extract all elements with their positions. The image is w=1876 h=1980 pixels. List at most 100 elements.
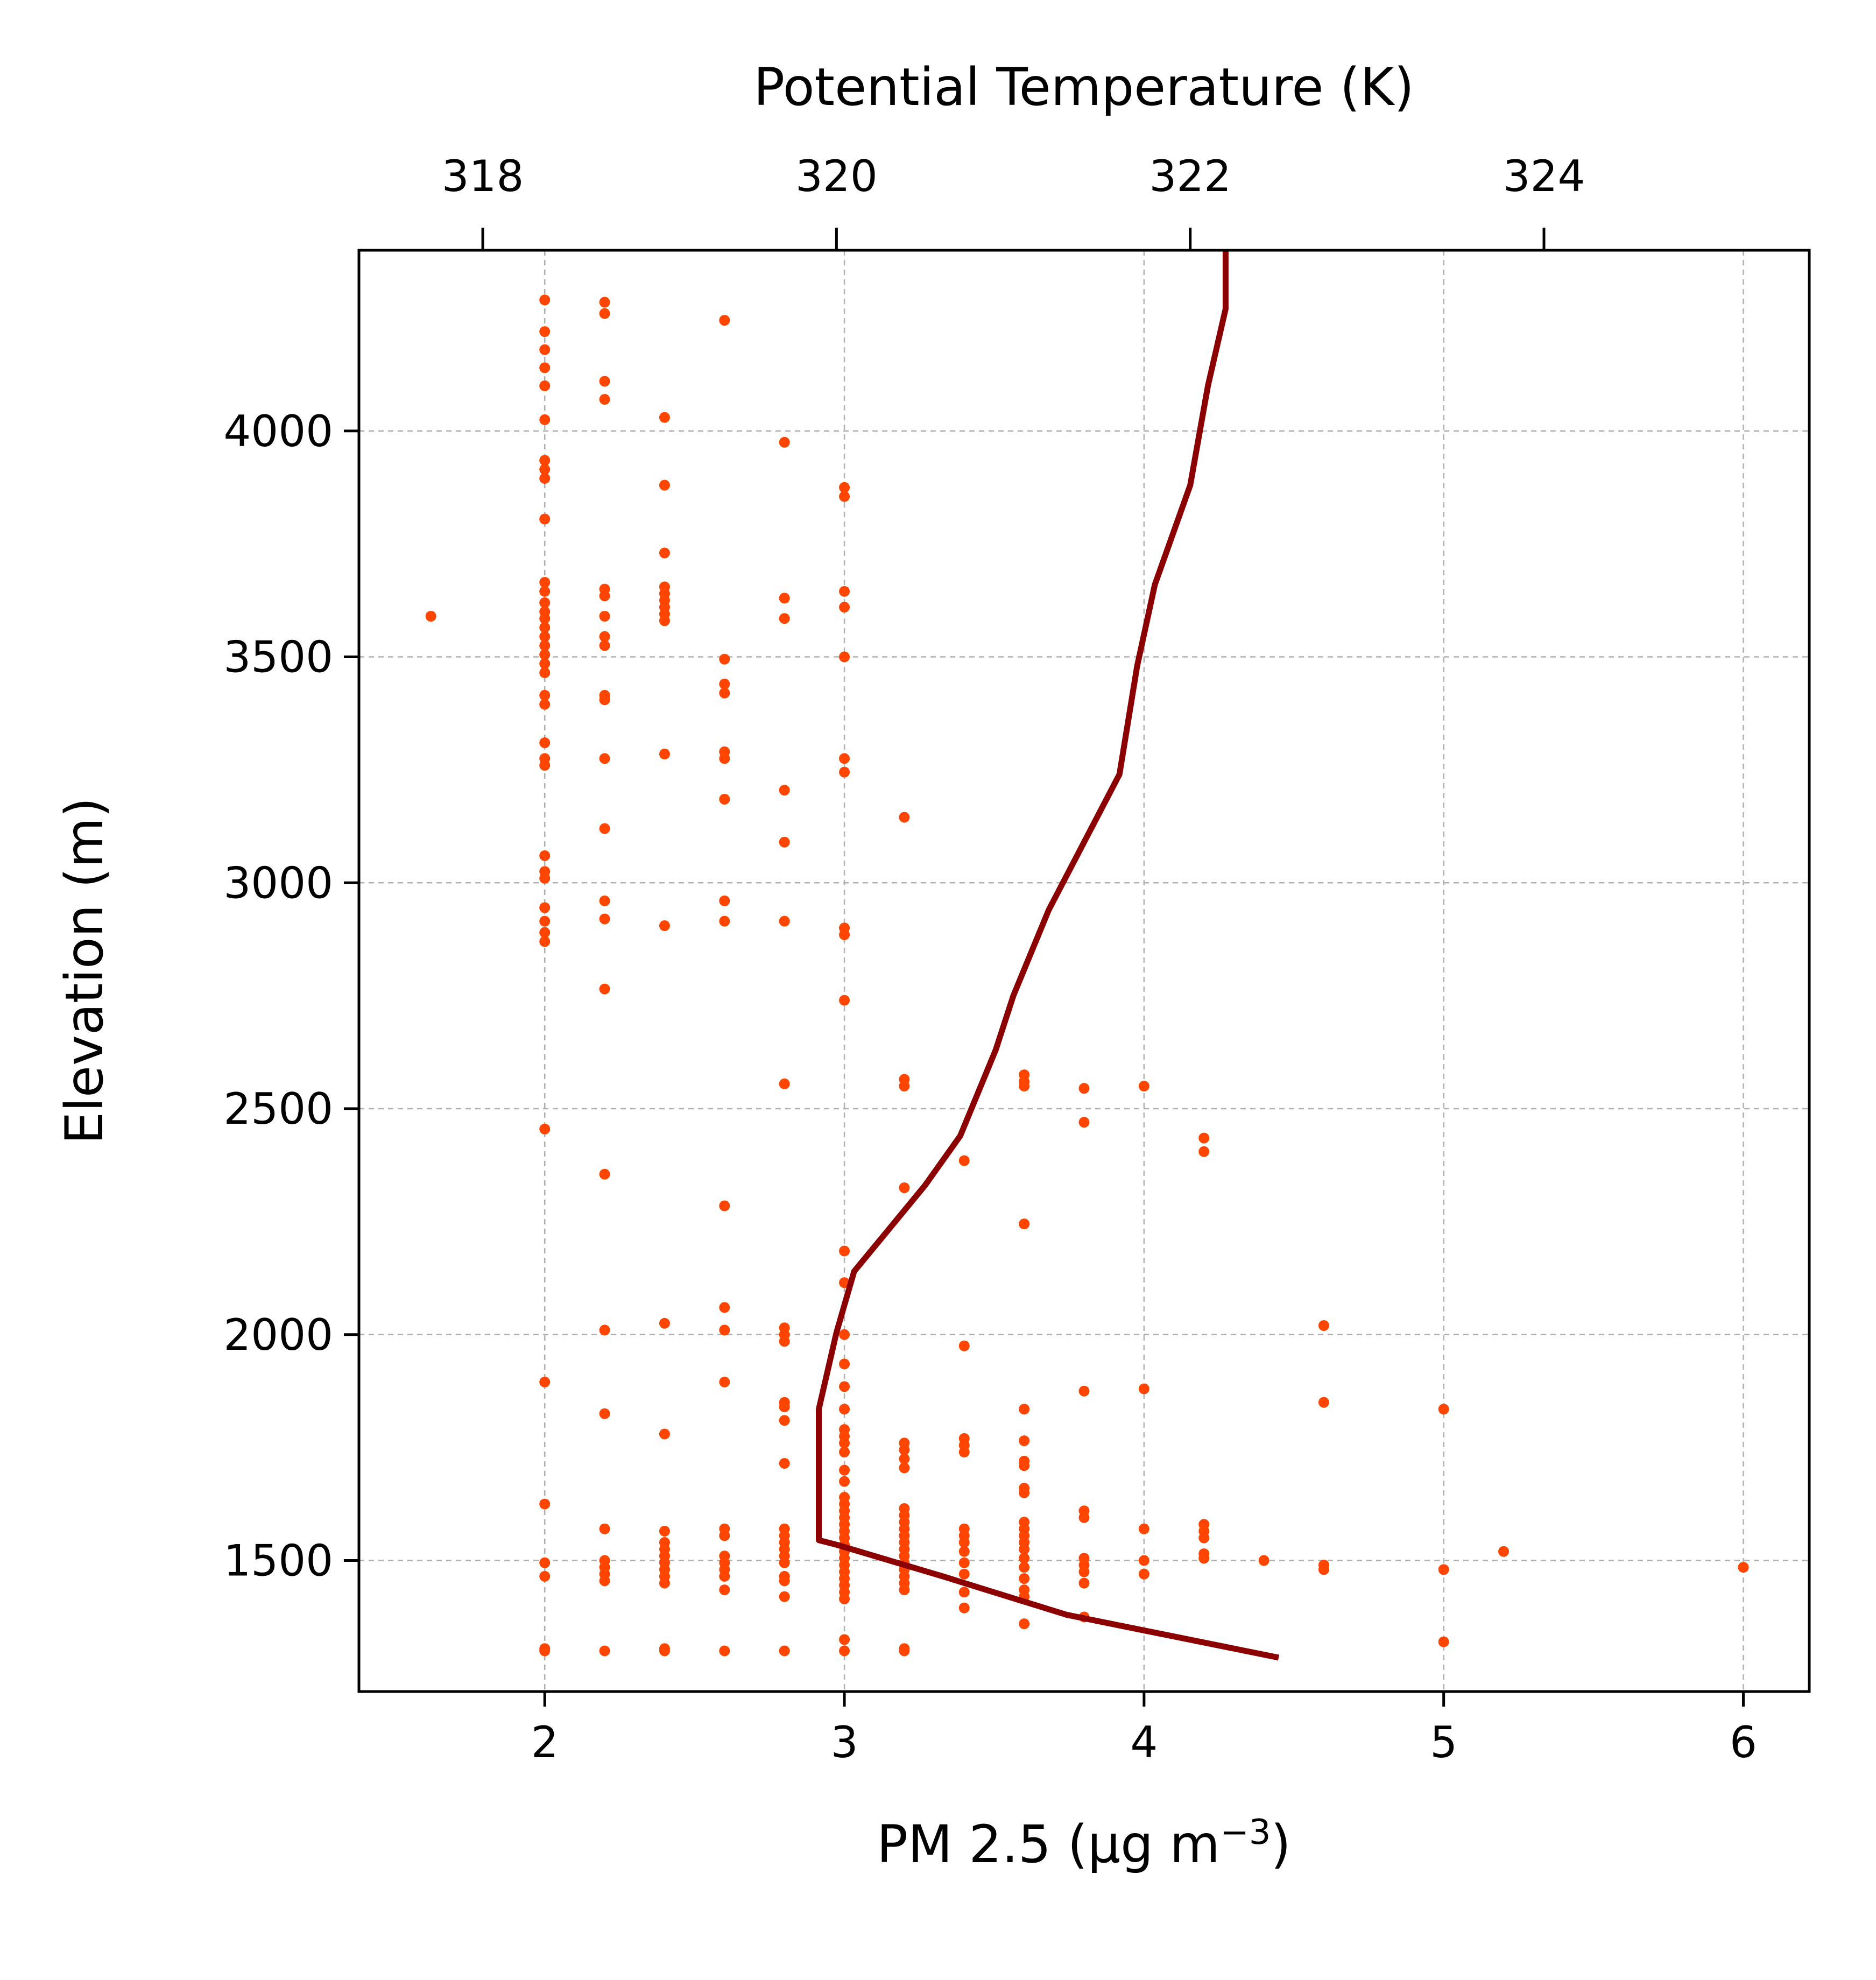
data-point bbox=[779, 836, 790, 848]
data-point bbox=[1019, 1562, 1030, 1573]
data-point bbox=[839, 1329, 850, 1340]
data-point bbox=[599, 1408, 610, 1419]
data-point bbox=[719, 1530, 730, 1541]
data-point bbox=[599, 631, 610, 642]
data-point bbox=[839, 1438, 850, 1449]
data-point bbox=[839, 766, 850, 778]
data-point bbox=[719, 1584, 730, 1596]
data-point bbox=[1198, 1132, 1210, 1144]
data-point bbox=[599, 1523, 610, 1534]
data-point bbox=[539, 872, 551, 884]
x2-tick-label: 322 bbox=[1149, 151, 1231, 201]
data-point bbox=[899, 1462, 910, 1474]
data-point bbox=[539, 699, 551, 710]
data-point bbox=[425, 610, 436, 622]
data-point bbox=[899, 1081, 910, 1092]
data-point bbox=[659, 480, 670, 491]
data-point bbox=[719, 1200, 730, 1211]
data-point bbox=[1198, 1532, 1210, 1544]
data-point bbox=[1258, 1555, 1270, 1566]
data-point bbox=[539, 640, 551, 651]
data-point bbox=[899, 1182, 910, 1193]
data-point bbox=[719, 315, 730, 326]
data-point bbox=[1019, 1553, 1030, 1564]
data-point bbox=[1019, 1404, 1030, 1415]
data-point bbox=[1138, 1081, 1149, 1092]
data-point bbox=[1138, 1568, 1149, 1580]
x2-axis-label: Potential Temperature (K) bbox=[753, 57, 1414, 117]
data-point bbox=[1078, 1566, 1090, 1577]
data-point bbox=[599, 590, 610, 602]
data-point bbox=[719, 1376, 730, 1387]
data-point bbox=[659, 1577, 670, 1589]
data-point bbox=[958, 1546, 970, 1557]
data-point bbox=[659, 749, 670, 760]
x-tick-label: 6 bbox=[1730, 1717, 1757, 1767]
data-point bbox=[599, 297, 610, 308]
data-point bbox=[899, 1645, 910, 1657]
data-point bbox=[539, 658, 551, 670]
data-point bbox=[779, 785, 790, 796]
data-point bbox=[659, 1645, 670, 1657]
data-point bbox=[839, 602, 850, 613]
data-point bbox=[659, 412, 670, 423]
data-point bbox=[599, 694, 610, 706]
data-point bbox=[659, 615, 670, 626]
data-point bbox=[539, 622, 551, 633]
data-point bbox=[1318, 1564, 1329, 1575]
y-axis-label: Elevation (m) bbox=[54, 798, 115, 1145]
data-point bbox=[539, 513, 551, 525]
grid-lines bbox=[359, 250, 1809, 1692]
data-point bbox=[958, 1557, 970, 1568]
data-point bbox=[839, 586, 850, 597]
data-point bbox=[719, 915, 730, 927]
data-point bbox=[599, 823, 610, 834]
data-point bbox=[839, 651, 850, 663]
data-point bbox=[1019, 1618, 1030, 1630]
data-point bbox=[1198, 1146, 1210, 1157]
data-point bbox=[779, 1575, 790, 1587]
data-point bbox=[1019, 1487, 1030, 1498]
data-point bbox=[539, 597, 551, 608]
x-tick-label: 4 bbox=[1130, 1717, 1158, 1767]
temperature-profile-line bbox=[816, 250, 1280, 1661]
data-point bbox=[958, 1568, 970, 1580]
data-point bbox=[719, 753, 730, 764]
data-point bbox=[599, 1168, 610, 1180]
data-point bbox=[719, 687, 730, 699]
data-point bbox=[539, 689, 551, 701]
data-point bbox=[839, 482, 850, 493]
x-axis-label: PM 2.5 (μg m−3) bbox=[877, 1813, 1291, 1875]
data-point bbox=[1198, 1553, 1210, 1564]
x2-tick-label: 318 bbox=[442, 151, 524, 201]
temperature-line bbox=[816, 250, 1280, 1661]
data-point bbox=[839, 1464, 850, 1476]
data-point bbox=[1738, 1562, 1749, 1573]
data-point bbox=[1078, 1117, 1090, 1128]
data-point bbox=[1318, 1397, 1329, 1408]
data-point bbox=[539, 1557, 551, 1568]
data-point bbox=[539, 936, 551, 947]
data-point bbox=[839, 1404, 850, 1415]
data-point bbox=[719, 793, 730, 805]
data-point bbox=[1078, 1577, 1090, 1589]
data-point bbox=[1078, 1512, 1090, 1523]
data-point bbox=[659, 547, 670, 559]
data-point bbox=[599, 376, 610, 387]
data-point bbox=[719, 1645, 730, 1657]
data-point bbox=[539, 760, 551, 771]
data-point bbox=[719, 1302, 730, 1313]
y-tick-label: 3000 bbox=[223, 858, 333, 908]
data-point bbox=[539, 902, 551, 913]
data-point bbox=[779, 1557, 790, 1568]
data-point bbox=[1019, 1081, 1030, 1092]
data-point bbox=[958, 1447, 970, 1458]
data-point bbox=[539, 1645, 551, 1657]
data-point bbox=[958, 1587, 970, 1598]
data-point bbox=[599, 1645, 610, 1657]
data-point bbox=[839, 1476, 850, 1487]
data-point bbox=[599, 753, 610, 764]
data-point bbox=[659, 1428, 670, 1440]
data-point bbox=[719, 653, 730, 665]
data-point bbox=[539, 613, 551, 624]
